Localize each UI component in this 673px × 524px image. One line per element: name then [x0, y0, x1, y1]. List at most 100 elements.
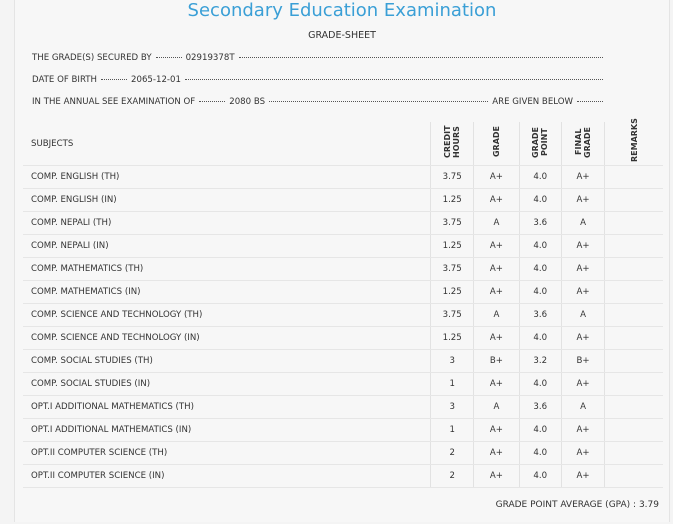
remarks-cell — [604, 234, 663, 258]
cell: 1 — [429, 418, 474, 442]
cell: 1.25 — [429, 188, 474, 212]
label: DATE OF BIRTH — [32, 75, 98, 85]
table-row: COMP. NEPALI (TH) 3.75 A 3.6 A — [23, 211, 663, 235]
remarks-cell — [604, 303, 663, 327]
cell: 3.75 — [429, 211, 474, 235]
subject: COMP. ENGLISH (IN) — [23, 188, 431, 212]
subject: COMP. NEPALI (TH) — [23, 211, 431, 235]
cell: A+ — [473, 418, 520, 442]
remarks-cell — [604, 188, 663, 212]
remarks-cell — [604, 280, 663, 304]
table-row: COMP. SOCIAL STUDIES (IN) 1 A+ 4.0 A+ — [23, 372, 663, 396]
cell: A+ — [560, 441, 605, 465]
cell: A+ — [473, 165, 520, 189]
cell: 2 — [429, 441, 474, 465]
cell: A+ — [473, 257, 520, 281]
cell: 3.75 — [429, 165, 474, 189]
subject: OPT.II COMPUTER SCIENCE (TH) — [23, 441, 431, 465]
table-row: COMP. SCIENCE AND TECHNOLOGY (TH) 3.75 A 3.… — [23, 303, 663, 327]
table-row: COMP. MATHEMATICS (IN) 1.25 A+ 4.0 A+ — [23, 280, 663, 304]
cell: A — [473, 395, 520, 419]
cell: 4.0 — [518, 418, 562, 442]
cell: 4.0 — [518, 257, 562, 281]
cell: A+ — [473, 188, 520, 212]
cell: 4.0 — [518, 441, 562, 465]
remarks-cell — [604, 441, 663, 465]
cell: A — [560, 395, 605, 419]
label: ARE GIVEN BELOW — [492, 97, 573, 107]
cell: A+ — [560, 188, 605, 212]
cell: 3.2 — [518, 349, 562, 373]
value: 2080 BS — [229, 97, 266, 107]
remarks-cell — [604, 418, 663, 442]
cell: B+ — [473, 349, 520, 373]
cell: A+ — [560, 165, 605, 189]
remarks-cell — [604, 326, 663, 350]
cell: 4.0 — [518, 165, 562, 189]
cell: A+ — [560, 372, 605, 396]
cell: 3 — [429, 349, 474, 373]
table-row: OPT.II COMPUTER SCIENCE (TH) 2 A+ 4.0 A+ — [23, 441, 663, 465]
value: 2065-12-01 — [131, 75, 181, 85]
cell: A+ — [560, 280, 605, 304]
label: THE GRADE(S) SECURED BY — [32, 53, 152, 63]
cell: 1.25 — [429, 280, 474, 304]
column-label: GRADE — [491, 126, 501, 158]
table-row: OPT.I ADDITIONAL MATHEMATICS (TH) 3 A 3.6 A — [23, 395, 663, 419]
subject: COMP. ENGLISH (TH) — [23, 165, 431, 189]
table-row: COMP. NEPALI (IN) 1.25 A+ 4.0 A+ — [23, 234, 663, 258]
value: 02919378T — [185, 53, 235, 63]
subject: COMP. SCIENCE AND TECHNOLOGY (IN) — [23, 326, 431, 350]
subject: COMP. SOCIAL STUDIES (TH) — [23, 349, 431, 373]
subject: OPT.I ADDITIONAL MATHEMATICS (TH) — [23, 395, 431, 419]
cell: A+ — [473, 372, 520, 396]
gpa-value: 3.79 — [638, 500, 659, 510]
subject: COMP. NEPALI (IN) — [23, 234, 431, 258]
cell: A+ — [560, 326, 605, 350]
remarks-cell — [604, 257, 663, 281]
cell: 3.75 — [429, 257, 474, 281]
dots — [101, 78, 128, 80]
column-header: REMARKS — [604, 118, 663, 166]
dots — [238, 56, 603, 58]
panel: Secondary Education Examination GRADE-SH… — [14, 0, 670, 522]
cell: A — [473, 303, 520, 327]
cell: 4.0 — [518, 188, 562, 212]
cell: A — [473, 211, 520, 235]
column-header: CREDIT HOURS — [429, 122, 474, 166]
cell: A+ — [473, 326, 520, 350]
column-header: SUBJECTS — [23, 122, 431, 166]
remarks-cell — [604, 349, 663, 373]
column-header: GRADE POINT — [518, 122, 562, 166]
subject: COMP. MATHEMATICS (IN) — [23, 280, 431, 304]
cell: A+ — [473, 234, 520, 258]
gpa: GRADE POINT AVERAGE (GPA) : 3.79 — [496, 500, 659, 510]
subject: COMP. SCIENCE AND TECHNOLOGY (TH) — [23, 303, 431, 327]
cell: 4.0 — [518, 280, 562, 304]
table-row: COMP. ENGLISH (IN) 1.25 A+ 4.0 A+ — [23, 188, 663, 212]
table-row: OPT.II COMPUTER SCIENCE (IN) 2 A+ 4.0 A+ — [23, 464, 663, 488]
cell: 4.0 — [518, 234, 562, 258]
cell: A+ — [560, 234, 605, 258]
header-row: SUBJECTS CREDIT HOURS GRADE GRADE POINT FINA… — [23, 118, 663, 166]
subject: OPT.II COMPUTER SCIENCE (IN) — [23, 464, 431, 488]
cell: A+ — [560, 464, 605, 488]
info-line: DATE OF BIRTH 2065-12-01 — [32, 75, 607, 85]
dots — [184, 78, 603, 80]
remarks-cell — [604, 395, 663, 419]
gpa-label: GRADE POINT AVERAGE (GPA) : — [495, 500, 637, 510]
cell: B+ — [560, 349, 605, 373]
table-row: COMP. SOCIAL STUDIES (TH) 3 B+ 3.2 B+ — [23, 349, 663, 373]
subtitle: GRADE-SHEET — [308, 30, 376, 41]
column-label: CREDIT HOURS — [443, 125, 462, 159]
table-row: COMP. ENGLISH (TH) 3.75 A+ 4.0 A+ — [23, 165, 663, 189]
column-label: GRADE POINT — [531, 126, 550, 158]
cell: 4.0 — [518, 464, 562, 488]
cell: A+ — [560, 418, 605, 442]
cell: A+ — [473, 464, 520, 488]
table-row: OPT.I ADDITIONAL MATHEMATICS (IN) 1 A+ 4.0 A… — [23, 418, 663, 442]
subject: OPT.I ADDITIONAL MATHEMATICS (IN) — [23, 418, 431, 442]
cell: A — [560, 303, 605, 327]
label: IN THE ANNUAL SEE EXAMINATION OF — [32, 97, 196, 107]
